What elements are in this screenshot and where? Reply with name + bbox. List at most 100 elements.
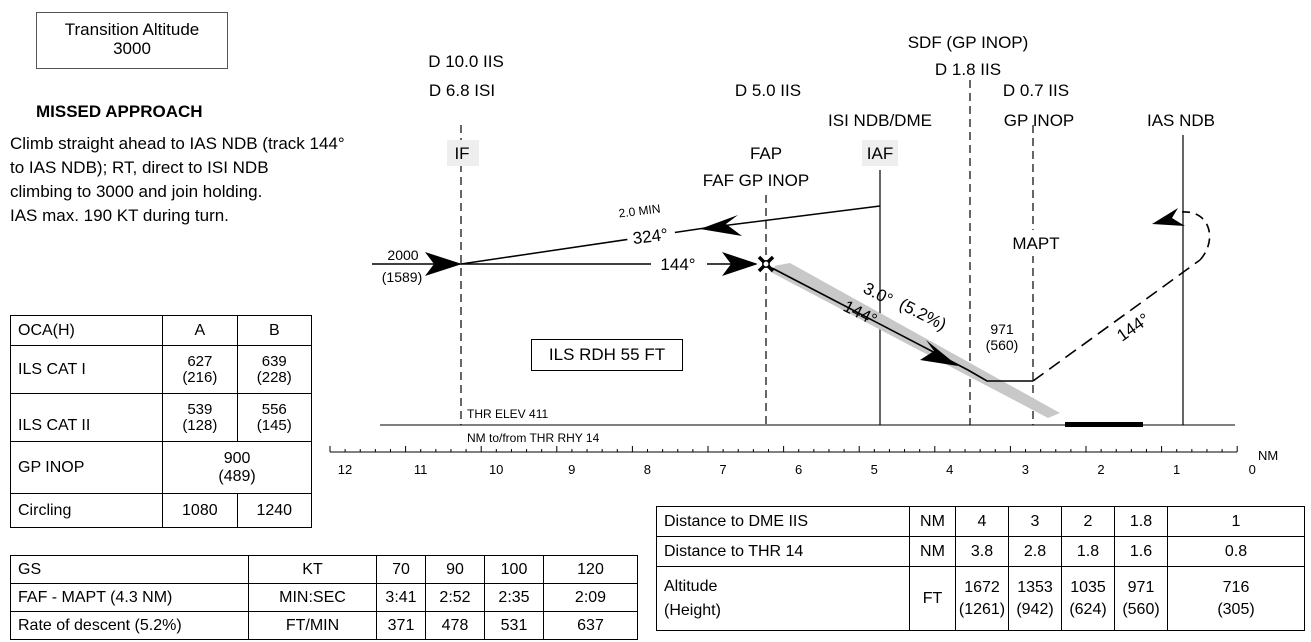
oca-height: (216) [182, 368, 218, 386]
oca-row-label: GP INOP [9, 441, 164, 494]
dist-cell: 1.6 [1114, 536, 1168, 567]
scale-label: 3 [1022, 462, 1029, 477]
oca-height: (128) [182, 416, 218, 434]
transition-altitude-box: Transition Altitude 3000 [36, 12, 228, 69]
fap-label: FAP [750, 144, 782, 163]
gs-row-label: FAF - MAPT (4.3 NM) [10, 583, 249, 612]
altitude-2000: 2000 [387, 247, 418, 263]
scale-ticks [329, 446, 1238, 452]
altitude-value: 971 [1127, 578, 1155, 596]
dist-cell: 3.8 [955, 536, 1009, 567]
oca-row-label: Circling [9, 493, 164, 528]
transition-altitude-value: 3000 [113, 39, 151, 58]
gs-header-label: GS [10, 555, 249, 584]
table-row: Circling 1080 1240 [9, 493, 313, 528]
scale-labels: 1211109876543210123 [338, 462, 1256, 477]
transition-altitude-label: Transition Altitude [64, 20, 200, 39]
oca-height: (145) [256, 416, 292, 434]
two-min-label: 2.0 MIN [618, 202, 661, 221]
dist-row-unit: NM [909, 536, 956, 567]
missed-approach-line: climbing to 3000 and join holding. [10, 182, 263, 201]
height-1589: (1589) [382, 269, 422, 285]
dist-cell: 4 [955, 506, 1009, 537]
d68-isi-label: D 6.8 ISI [429, 81, 495, 100]
oca-value: 627 [187, 352, 213, 370]
altitude-value: 1672 [964, 578, 1000, 596]
sdf-label: SDF (GP INOP) [908, 33, 1029, 52]
altitude-label: Altitude [664, 577, 718, 595]
inbound-track-label: 144° [660, 255, 695, 274]
oca-height: (489) [218, 467, 256, 485]
missed-turn-arc [1181, 211, 1211, 261]
height-value: (305) [1217, 600, 1255, 618]
dist-cell: 1 [1167, 506, 1305, 537]
oca-value: 539 [187, 400, 213, 418]
ils-rdh-label: ILS RDH 55 FT [548, 345, 666, 364]
scale-label: 6 [795, 462, 802, 477]
table-row: ILS CAT I 627 (216) 639 (228) [9, 345, 313, 394]
runway-bar [1065, 422, 1143, 427]
dist-cell: 3 [1008, 506, 1062, 537]
missed-approach-line: IAS max. 190 KT during turn. [10, 206, 229, 225]
d10-iis-label: D 10.0 IIS [428, 52, 504, 71]
gs-cell: 3:41 [376, 583, 426, 612]
height-value: (560) [1122, 600, 1160, 618]
table-row: Altitude (Height) FT 1672 (1261) 1353 (942)… [656, 566, 1305, 631]
if-label: IF [454, 144, 469, 163]
gs-cell: 637 [543, 611, 638, 640]
scale-label: 7 [719, 462, 726, 477]
d5-iis-label: D 5.0 IIS [735, 81, 801, 100]
scale-label: 1 [1173, 462, 1180, 477]
d18-iis-label: D 1.8 IIS [935, 60, 1001, 79]
oca-value: 556 [261, 400, 287, 418]
outbound-arrowhead [700, 215, 742, 236]
missed-approach-line: to IAS NDB); RT, direct to ISI NDB [10, 158, 269, 177]
oca-value: 900 [223, 449, 251, 467]
scale-label: 0 [1249, 462, 1256, 477]
gs-header-unit: KT [248, 555, 377, 584]
isi-ndb-dme-label: ISI NDB/DME [828, 111, 932, 130]
mapt-height: (560) [986, 337, 1019, 353]
table-row: Distance to THR 14 NM 3.8 2.8 1.8 1.6 0.… [656, 536, 1305, 567]
missed-approach-path [1032, 259, 1201, 382]
missed-approach-title: MISSED APPROACH [36, 102, 203, 121]
oca-value: 639 [261, 352, 287, 370]
scale-label: 9 [568, 462, 575, 477]
dist-cell: 1.8 [1114, 506, 1168, 537]
missed-approach-text: Climb straight ahead to IAS NDB (track 1… [10, 132, 345, 228]
gs-cell: 371 [376, 611, 426, 640]
dist-row-label: Distance to DME IIS [656, 506, 910, 537]
dist-cell: 0.8 [1167, 536, 1305, 567]
ias-ndb-label: IAS NDB [1147, 111, 1215, 130]
gs-row-label: Rate of descent (5.2%) [10, 611, 249, 640]
ils-rdh-box: ILS RDH 55 FT [531, 339, 683, 371]
gp-inop-label: GP INOP [1004, 111, 1075, 130]
oca-row-label: ILS CAT II [9, 393, 164, 442]
gs-header-speed: 100 [484, 555, 544, 584]
distance-table: Distance to DME IIS NM 4 3 2 1.8 1 Dista… [656, 506, 1305, 631]
dist-cell: 2 [1061, 506, 1115, 537]
height-value: (942) [1016, 600, 1054, 618]
gs-header-speed: 70 [376, 555, 426, 584]
missed-approach-line: Climb straight ahead to IAS NDB (track 1… [10, 134, 345, 153]
gs-header-speed: 120 [543, 555, 638, 584]
table-row: GP INOP 900 (489) [9, 441, 312, 494]
outbound-track-label: 324° [632, 225, 669, 248]
altitude-value: 716 [1222, 578, 1250, 596]
oca-table: OCA(H) A B ILS CAT I 627 (216) 639 (228) I… [9, 315, 313, 528]
d07-iis-label: D 0.7 IIS [1003, 81, 1069, 100]
gs-cell: 2:09 [543, 583, 638, 612]
dist-cell: 2.8 [1008, 536, 1062, 567]
fap-symbol [757, 255, 775, 273]
outbound-leg [704, 205, 881, 229]
gs-cell: 2:35 [484, 583, 544, 612]
scale-label: 11 [414, 462, 428, 477]
scale-label: 5 [871, 462, 878, 477]
table-row: Rate of descent (5.2%) FT/MIN 371 478 53… [10, 611, 638, 640]
gs-header-speed: 90 [425, 555, 485, 584]
entry-arrowhead [425, 252, 462, 276]
level-segment [967, 369, 1033, 382]
gs-cell: 531 [484, 611, 544, 640]
oca-value: 1080 [162, 493, 238, 528]
